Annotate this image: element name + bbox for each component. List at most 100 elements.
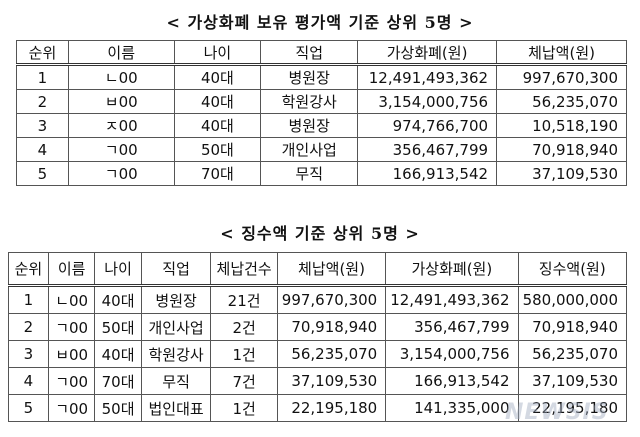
table-cell: ㄴ00 bbox=[67, 64, 175, 90]
table-cell: 병원장 bbox=[260, 113, 359, 138]
table-cell: 37,109,530 bbox=[496, 161, 627, 186]
table-cell: 50대 bbox=[94, 313, 142, 341]
column-header: 직업 bbox=[140, 252, 212, 286]
column-header: 이름 bbox=[67, 40, 175, 65]
table-cell: ㄱ00 bbox=[67, 161, 175, 186]
table-cell: ㄱ00 bbox=[67, 137, 175, 162]
table-cell: 166,913,542 bbox=[385, 367, 519, 395]
table-cell: 40대 bbox=[94, 285, 142, 314]
table-cell: 개인사업 bbox=[140, 313, 212, 341]
table-cell: 22,195,180 bbox=[517, 394, 628, 422]
table-cell: ㅂ00 bbox=[67, 89, 175, 114]
table-cell: 56,235,070 bbox=[276, 340, 387, 368]
table-cell: 70대 bbox=[173, 161, 262, 186]
table-cell: 40대 bbox=[173, 89, 262, 114]
column-header: 징수액(원) bbox=[517, 252, 628, 286]
table-cell: 1건 bbox=[210, 394, 278, 422]
table-row: 5 ㄱ00 70대 무직 166,913,542 37,109,530 bbox=[16, 161, 627, 186]
top5-by-collection-table: 순위 이름 나이 직업 체납건수 체납액(원) 가상화폐(원) 징수액(원) 1 ㄴ00 40대 병… bbox=[8, 252, 628, 422]
table-cell: 학원강사 bbox=[140, 340, 212, 368]
table-cell: 5 bbox=[8, 394, 49, 422]
table-row: 5 ㄱ00 50대 법인대표 1건 22,195,180 141,335,000 22,195… bbox=[8, 394, 628, 422]
table-cell: 580,000,000 bbox=[517, 285, 628, 314]
table-row: 3 ㅂ00 40대 학원강사 1건 56,235,070 3,154,000,756 56,2… bbox=[8, 340, 628, 368]
table-cell: 70대 bbox=[94, 367, 142, 395]
column-header: 나이 bbox=[173, 40, 262, 65]
table-cell: 22,195,180 bbox=[276, 394, 387, 422]
table-cell: ㄱ00 bbox=[47, 313, 96, 341]
table-header-row: 순위 이름 나이 직업 가상화폐(원) 체납액(원) bbox=[16, 40, 627, 65]
column-header: 체납액(원) bbox=[496, 40, 627, 65]
table-cell: ㅂ00 bbox=[47, 340, 96, 368]
table-cell: 2건 bbox=[210, 313, 278, 341]
table-cell: 병원장 bbox=[260, 64, 359, 90]
table-cell: 997,670,300 bbox=[496, 64, 627, 90]
table-cell: 1건 bbox=[210, 340, 278, 368]
table-cell: 4 bbox=[8, 367, 49, 395]
table-row: 2 ㅂ00 40대 학원강사 3,154,000,756 56,235,070 bbox=[16, 89, 627, 114]
table-cell: 997,670,300 bbox=[276, 285, 387, 314]
table-cell: ㄱ00 bbox=[47, 367, 96, 395]
table-cell: 56,235,070 bbox=[517, 340, 628, 368]
table-cell: 2 bbox=[8, 313, 49, 341]
table-cell: 개인사업 bbox=[260, 137, 359, 162]
table-cell: 974,766,700 bbox=[357, 113, 498, 138]
table-cell: 12,491,493,362 bbox=[357, 64, 498, 90]
column-header: 순위 bbox=[16, 40, 69, 65]
table-cell: 40대 bbox=[173, 113, 262, 138]
table-cell: 1 bbox=[16, 64, 69, 90]
table-cell: 무직 bbox=[140, 367, 212, 395]
table-header-row: 순위 이름 나이 직업 체납건수 체납액(원) 가상화폐(원) 징수액(원) bbox=[8, 252, 628, 286]
table-cell: 1 bbox=[8, 285, 49, 314]
table-row: 2 ㄱ00 50대 개인사업 2건 70,918,940 356,467,799 70,918… bbox=[8, 313, 628, 341]
column-header: 가상화폐(원) bbox=[385, 252, 519, 286]
table-cell: 70,918,940 bbox=[276, 313, 387, 341]
table-cell: 356,467,799 bbox=[357, 137, 498, 162]
column-header: 직업 bbox=[260, 40, 359, 65]
table-cell: 7건 bbox=[210, 367, 278, 395]
table-cell: 병원장 bbox=[140, 285, 212, 314]
column-header: 체납건수 bbox=[210, 252, 278, 286]
table-cell: 2 bbox=[16, 89, 69, 114]
column-header: 순위 bbox=[8, 252, 49, 286]
table-cell: 356,467,799 bbox=[385, 313, 519, 341]
table-row: 1 ㄴ00 40대 병원장 21건 997,670,300 12,491,493,362 58… bbox=[8, 285, 628, 314]
table-cell: 3 bbox=[16, 113, 69, 138]
table-row: 3 ㅈ00 40대 병원장 974,766,700 10,518,190 bbox=[16, 113, 627, 138]
newsis-watermark-logo: NEWSIS bbox=[505, 400, 609, 425]
table-cell: 50대 bbox=[94, 394, 142, 422]
table-cell: 10,518,190 bbox=[496, 113, 627, 138]
table-cell: 3,154,000,756 bbox=[357, 89, 498, 114]
column-header: 체납액(원) bbox=[276, 252, 387, 286]
table-cell: 70,918,940 bbox=[496, 137, 627, 162]
table-cell: ㅈ00 bbox=[67, 113, 175, 138]
column-header: 이름 bbox=[47, 252, 96, 286]
table-cell: 37,109,530 bbox=[276, 367, 387, 395]
table-cell: 3,154,000,756 bbox=[385, 340, 519, 368]
table-cell: 21건 bbox=[210, 285, 278, 314]
table-row: 4 ㄱ00 50대 개인사업 356,467,799 70,918,940 bbox=[16, 137, 627, 162]
table-cell: 학원강사 bbox=[260, 89, 359, 114]
table-cell: ㄴ00 bbox=[47, 285, 96, 314]
table-cell: 50대 bbox=[173, 137, 262, 162]
table-row: 4 ㄱ00 70대 무직 7건 37,109,530 166,913,542 37,109,5… bbox=[8, 367, 628, 395]
table2-title: < 징수액 기준 상위 5명 > bbox=[220, 224, 420, 243]
top5-by-crypto-table: 순위 이름 나이 직업 가상화폐(원) 체납액(원) 1 ㄴ00 40대 병원장 12,491,4… bbox=[16, 40, 627, 186]
table-cell: 12,491,493,362 bbox=[385, 285, 519, 314]
table1-title: < 가상화폐 보유 평가액 기준 상위 5명 > bbox=[166, 13, 474, 32]
table-cell: ㄱ00 bbox=[47, 394, 96, 422]
table-cell: 141,335,000 bbox=[385, 394, 519, 422]
table-cell: 37,109,530 bbox=[517, 367, 628, 395]
table-cell: 56,235,070 bbox=[496, 89, 627, 114]
table-cell: 70,918,940 bbox=[517, 313, 628, 341]
table-cell: 5 bbox=[16, 161, 69, 186]
table-cell: 40대 bbox=[173, 64, 262, 90]
table-cell: 166,913,542 bbox=[357, 161, 498, 186]
table-row: 1 ㄴ00 40대 병원장 12,491,493,362 997,670,300 bbox=[16, 64, 627, 90]
table-cell: 3 bbox=[8, 340, 49, 368]
table-cell: 법인대표 bbox=[140, 394, 212, 422]
table-cell: 40대 bbox=[94, 340, 142, 368]
column-header: 나이 bbox=[94, 252, 142, 286]
table-cell: 4 bbox=[16, 137, 69, 162]
column-header: 가상화폐(원) bbox=[357, 40, 498, 65]
